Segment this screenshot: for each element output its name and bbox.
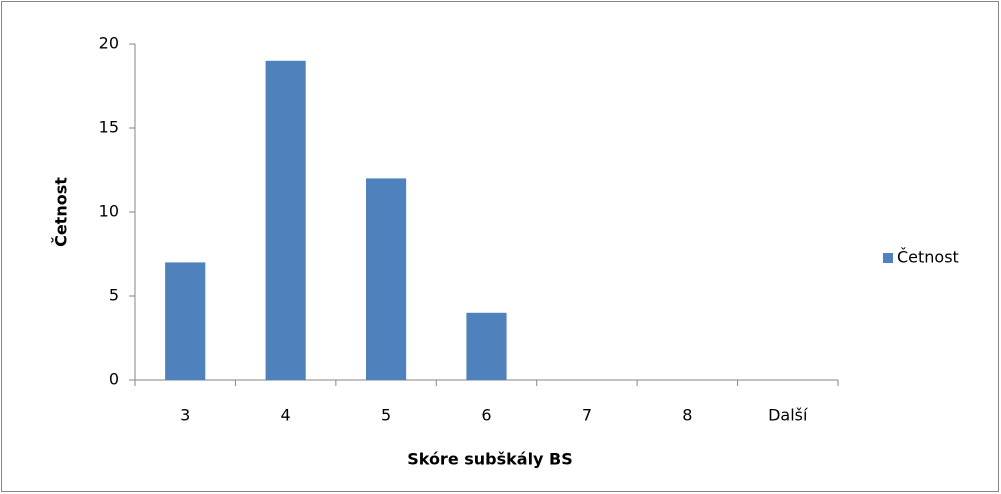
y-tick-label: 0 xyxy=(109,370,119,389)
y-tick-label: 10 xyxy=(99,202,119,221)
x-tick-label: 3 xyxy=(180,406,190,425)
x-tick-label: 5 xyxy=(381,406,391,425)
legend-swatch xyxy=(883,253,893,263)
x-tick-label: Další xyxy=(768,406,808,425)
bar xyxy=(265,60,306,381)
y-tick-label: 15 xyxy=(99,118,119,137)
y-axis-label: Četnost xyxy=(52,177,71,247)
x-tick-label: 8 xyxy=(682,406,692,425)
bar xyxy=(165,262,206,380)
legend-label: Četnost xyxy=(897,248,959,267)
x-axis-label: Skóre subškály BS xyxy=(407,450,573,469)
y-tick-label: 5 xyxy=(109,286,119,305)
x-tick-label: 7 xyxy=(582,406,592,425)
bar xyxy=(365,178,407,380)
x-tick-label: 6 xyxy=(481,406,491,425)
y-tick-label: 20 xyxy=(99,34,119,53)
bar xyxy=(466,312,507,380)
x-tick-label: 4 xyxy=(281,406,291,425)
